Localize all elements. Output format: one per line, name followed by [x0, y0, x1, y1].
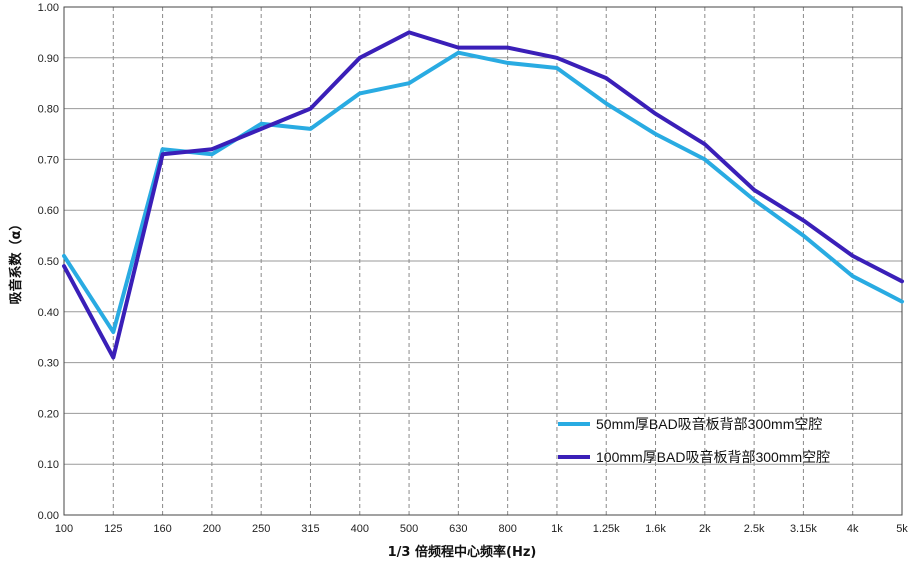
- y-tick-labels: 0.00 0.10 0.20 0.30 0.40 0.50 0.60 0.70 0.80 0.90…: [38, 2, 59, 522]
- series-lines: [62, 30, 904, 360]
- x-axis-title: 1/3 倍频程中心频率(Hz): [388, 544, 537, 560]
- x-tick-label: 100: [55, 523, 73, 535]
- y-tick-label: 0.20: [38, 408, 59, 420]
- legend-label: 100mm厚BAD吸音板背部300mm空腔: [596, 449, 830, 465]
- x-tick-label: 2k: [699, 523, 711, 535]
- plot-border: [63, 6, 903, 516]
- x-tick-label: 250: [252, 523, 270, 535]
- series-line-1: [62, 50, 904, 335]
- legend-label: 50mm厚BAD吸音板背部300mm空腔: [596, 416, 822, 432]
- y-tick-label: 0.60: [38, 205, 59, 217]
- x-tick-label: 125: [104, 523, 122, 535]
- y-tick-label: 0.70: [38, 154, 59, 166]
- x-tick-label: 200: [203, 523, 221, 535]
- x-tick-label: 2.5k: [744, 523, 765, 535]
- y-tick-label: 0.00: [38, 510, 59, 522]
- y-tick-label: 0.30: [38, 358, 59, 370]
- y-tick-label: 0.50: [38, 256, 59, 268]
- y-tick-label: 0.90: [38, 53, 59, 65]
- x-tick-label: 160: [153, 523, 171, 535]
- y-tick-label: 0.10: [38, 459, 59, 471]
- series-line-2: [62, 30, 904, 360]
- x-tick-label: 630: [449, 523, 467, 535]
- x-tick-label: 500: [400, 523, 418, 535]
- grid: [64, 7, 902, 515]
- x-tick-label: 5k: [896, 523, 908, 535]
- legend: 50mm厚BAD吸音板背部300mm空腔 100mm厚BAD吸音板背部300mm空…: [558, 416, 830, 465]
- x-tick-labels: 100 125 160 200 250 315 400 500 630 800 1k 1.25k 1.6…: [55, 523, 908, 535]
- x-tick-label: 400: [351, 523, 369, 535]
- x-tick-label: 800: [498, 523, 516, 535]
- x-tick-label: 1.6k: [645, 523, 666, 535]
- y-tick-label: 0.80: [38, 104, 59, 116]
- x-tick-label: 315: [301, 523, 319, 535]
- x-tick-label: 1k: [551, 523, 563, 535]
- x-tick-label: 3.15k: [790, 523, 817, 535]
- y-tick-label: 1.00: [38, 2, 59, 14]
- y-axis-title: 吸音系数（α）: [8, 218, 24, 305]
- x-tick-label: 1.25k: [593, 523, 620, 535]
- x-tick-label: 4k: [847, 523, 859, 535]
- y-tick-label: 0.40: [38, 307, 59, 319]
